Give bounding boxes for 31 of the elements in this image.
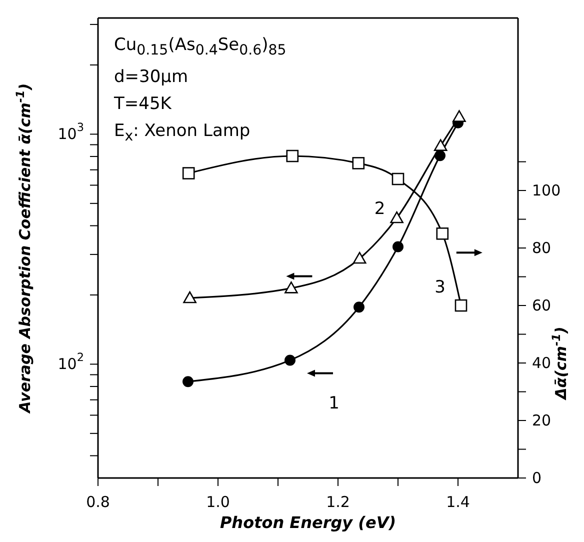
point: [390, 211, 404, 224]
y2-tick-label: 100: [532, 182, 561, 200]
point: [354, 302, 364, 313]
y2-tick-label: 20: [532, 412, 552, 430]
annotation: T=45K: [114, 93, 172, 116]
point: [284, 282, 298, 294]
series-label: 3: [434, 278, 446, 298]
y-tick-label: 10$^{3}$: [58, 121, 84, 144]
x-axis-title: Photon Energy (eV): [220, 513, 396, 532]
x-tick-label: 1.4: [446, 493, 470, 511]
point: [434, 139, 448, 151]
legend-label: 1: [328, 393, 340, 414]
x-tick-label: 1.0: [206, 493, 230, 511]
x-tick-label: 0.8: [86, 493, 110, 511]
point: [452, 110, 466, 122]
x-tick-label: 1.2: [326, 493, 350, 511]
y-tick-label: 10$^{2}$: [58, 351, 84, 374]
y2-tick-label: 0: [532, 469, 542, 487]
point: [284, 354, 296, 366]
y2-tick-label: 40: [532, 354, 552, 372]
annotation: Cu$_{0.15}$(As$_{0.4}$Se$_{0.6}$)$_{85}$: [114, 34, 286, 60]
series-label: 2: [374, 199, 386, 220]
annotation: E$_{x}$: Xenon Lamp: [114, 120, 252, 147]
point: [182, 376, 194, 388]
point: [352, 252, 366, 264]
point: [392, 241, 404, 252]
annotation: d=30μm: [114, 66, 190, 90]
y2-tick-label: 80: [532, 239, 552, 257]
point: [434, 150, 446, 162]
y2-tick-label: 60: [532, 296, 552, 314]
point: [183, 291, 196, 304]
